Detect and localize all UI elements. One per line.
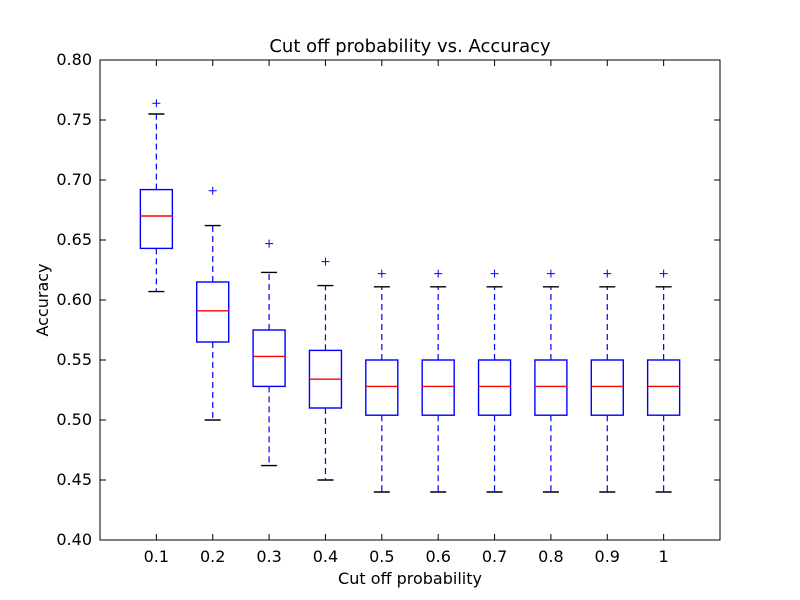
x-tick-label: 0.5 — [369, 547, 394, 566]
y-tick-label: 0.80 — [56, 50, 92, 69]
iqr-box — [365, 359, 399, 416]
outlier-marker — [265, 239, 274, 248]
outlier-marker — [603, 269, 612, 278]
outlier-marker — [659, 269, 668, 278]
iqr-box — [421, 359, 455, 416]
x-tick-label: 0.2 — [200, 547, 225, 566]
outlier-marker — [490, 269, 499, 278]
outlier-marker — [152, 99, 161, 108]
y-tick-label: 0.55 — [56, 350, 92, 369]
iqr-box — [139, 188, 174, 250]
iqr-box — [477, 359, 512, 416]
outlier-marker — [321, 257, 330, 266]
y-axis-label: Accuracy — [33, 263, 52, 336]
x-tick-label: 0.7 — [482, 547, 507, 566]
x-tick-label: 0.4 — [313, 547, 338, 566]
chart-title: Cut off probability vs. Accuracy — [269, 36, 551, 57]
y-tick-label: 0.70 — [56, 170, 92, 189]
x-tick-label: 0.1 — [144, 547, 169, 566]
x-tick-label: 1 — [659, 547, 669, 566]
outlier-marker — [546, 269, 555, 278]
iqr-box — [196, 281, 230, 343]
plot-area: 0.40 0.45 0.50 0.55 0.60 0.65 0.70 0.75 0.80 0.1 0… — [56, 50, 721, 566]
y-tick-label: 0.45 — [56, 470, 92, 489]
y-tick-label: 0.60 — [56, 290, 92, 309]
iqr-box — [534, 359, 568, 416]
y-tick-label: 0.75 — [56, 110, 92, 129]
y-tick-label: 0.40 — [56, 530, 92, 549]
iqr-box — [252, 329, 286, 388]
outlier-marker — [434, 269, 443, 278]
x-tick-label: 0.3 — [256, 547, 281, 566]
x-tick-label: 0.8 — [538, 547, 563, 566]
outlier-marker — [377, 269, 386, 278]
outlier-marker — [208, 186, 217, 195]
iqr-box — [646, 359, 681, 416]
iqr-box — [590, 359, 624, 416]
y-tick-label: 0.65 — [56, 230, 92, 249]
x-tick-label: 0.6 — [425, 547, 450, 566]
y-tick-label: 0.50 — [56, 410, 92, 429]
x-tick-label: 0.9 — [595, 547, 620, 566]
x-axis-label: Cut off probability — [338, 569, 482, 588]
